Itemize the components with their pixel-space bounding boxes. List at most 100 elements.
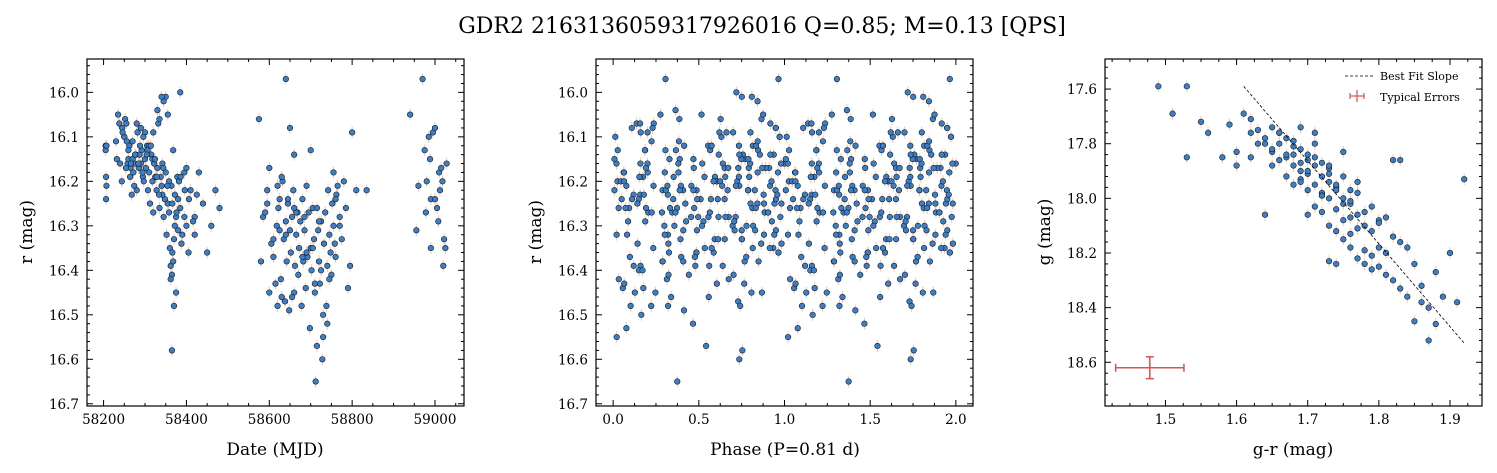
cmd-point <box>1233 148 1240 155</box>
phase-point <box>907 356 914 363</box>
lc-point <box>212 187 219 194</box>
cmd-point <box>1347 187 1354 194</box>
phase-point <box>910 93 917 100</box>
phase-point <box>675 169 682 176</box>
phase-point <box>693 227 701 234</box>
lc-point <box>419 75 426 83</box>
phase-point <box>738 93 745 100</box>
cmd-point <box>1219 154 1226 161</box>
lc-point <box>170 236 178 243</box>
lc-point <box>165 209 173 216</box>
phase-point <box>657 111 664 118</box>
lc-point <box>102 196 110 203</box>
phase-point <box>777 160 785 167</box>
cmd-point <box>1169 110 1176 117</box>
lc-point <box>149 178 156 185</box>
phase-point <box>828 111 835 118</box>
phase-point <box>792 178 799 185</box>
phase-point <box>715 151 722 158</box>
cmd-point <box>1226 121 1233 128</box>
lc-point <box>413 227 420 234</box>
phase-point <box>701 244 708 252</box>
cmd-point <box>1411 260 1418 268</box>
phase-point <box>708 142 715 149</box>
cmd-point <box>1389 156 1397 164</box>
cmd-point <box>1261 211 1269 218</box>
cmd-point <box>1340 173 1347 180</box>
lc-point <box>293 231 300 238</box>
phase-point <box>680 227 687 234</box>
cmd-point <box>1325 170 1333 177</box>
phase-point <box>636 173 643 180</box>
lc-point <box>277 276 284 283</box>
phase-point <box>665 271 672 278</box>
phase-point <box>931 111 938 118</box>
phase-point <box>792 169 799 176</box>
cmd-point <box>1290 181 1297 188</box>
cmd-xtick-label: 1.7 <box>1297 412 1318 428</box>
lc-point <box>146 169 153 176</box>
phase-point <box>925 138 933 145</box>
phase-point <box>716 129 723 136</box>
cmd-point <box>1397 156 1404 164</box>
lc-point <box>308 267 315 274</box>
lc-point <box>170 147 177 154</box>
lc-point <box>310 236 318 243</box>
phase-point <box>664 182 671 189</box>
lc-point <box>344 285 352 292</box>
phase-point <box>819 138 827 145</box>
cmd-point <box>1397 238 1404 246</box>
lc-point <box>431 124 439 132</box>
lc-point <box>278 293 285 301</box>
phase-point <box>893 236 900 243</box>
cmd-point <box>1318 159 1326 166</box>
phase-point <box>910 347 917 354</box>
lc-point <box>324 320 331 327</box>
phase-xtick-label: 0.5 <box>688 412 709 428</box>
phase-point <box>749 244 756 252</box>
phase-point <box>715 236 722 243</box>
phase-point <box>771 231 778 238</box>
phase-point <box>938 244 945 252</box>
phase-xtick-label: 1.5 <box>859 412 880 428</box>
phase-point <box>670 173 677 180</box>
lc-point <box>264 187 271 194</box>
cmd-point <box>1297 167 1304 175</box>
phase-point <box>909 227 917 234</box>
phase-point <box>861 155 868 163</box>
phase-point <box>738 227 745 234</box>
phase-point <box>836 240 843 247</box>
lc-point <box>143 151 150 158</box>
cmd-xtick-label: 1.6 <box>1226 412 1247 428</box>
lc-point <box>160 213 167 221</box>
phase-point <box>907 173 914 180</box>
phase-point <box>615 276 622 283</box>
cmd-point <box>1411 318 1418 325</box>
lc-xtick-label: 58800 <box>331 412 374 428</box>
cmd-point <box>1276 140 1283 147</box>
lc-point <box>140 133 147 140</box>
phase-point <box>691 204 698 212</box>
lc-point <box>113 155 120 163</box>
cmd-ytick-label: 17.6 <box>1067 82 1097 98</box>
cmd-point <box>1347 197 1354 205</box>
lc-point <box>170 258 177 265</box>
phase-point <box>737 302 744 310</box>
lc-point <box>319 356 326 363</box>
lc-point <box>137 124 144 132</box>
phase-point <box>833 75 840 83</box>
phase-point <box>798 302 806 310</box>
phase-point <box>861 320 868 327</box>
phase-point <box>830 258 838 265</box>
phase-point <box>725 276 732 283</box>
cmd-point <box>1183 154 1190 161</box>
lc-point <box>131 151 139 158</box>
lc-point <box>441 236 448 243</box>
lc-point <box>156 115 163 123</box>
phase-point <box>676 115 683 123</box>
phase-point <box>620 169 628 176</box>
cmd-ytick-label: 18.6 <box>1067 355 1097 371</box>
phase-point <box>759 164 766 172</box>
legend-error-swatch <box>1349 90 1365 102</box>
phase-point <box>672 209 679 216</box>
